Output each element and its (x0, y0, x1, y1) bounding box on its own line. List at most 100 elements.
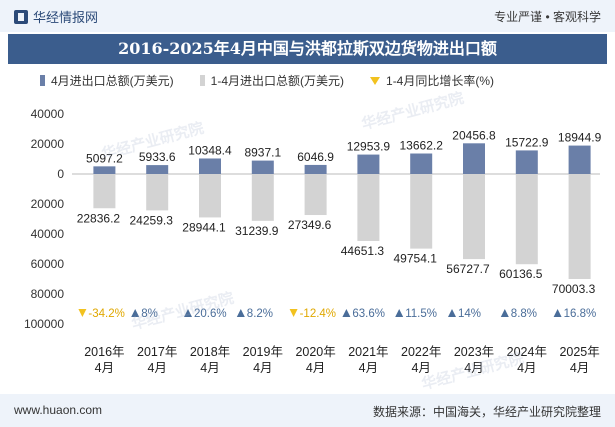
y-tick-label: 60000 (31, 257, 65, 271)
growth-down-triangle (78, 309, 87, 317)
bar-cumulative (146, 174, 169, 211)
growth-rate-label: -34.2% (88, 308, 124, 320)
growth-up-triangle (395, 309, 404, 317)
x-tick-label: 4月 (464, 361, 483, 375)
growth-up-triangle (553, 309, 562, 317)
bar-monthly (304, 164, 327, 174)
x-tick-label: 4月 (517, 361, 536, 375)
bar-monthly-label: 5933.6 (139, 150, 176, 164)
x-tick-label: 2024年 (507, 345, 547, 359)
x-tick-label: 2017年 (137, 345, 177, 359)
bar-monthly (199, 158, 221, 174)
growth-up-triangle (236, 309, 245, 317)
bar-monthly (568, 145, 591, 174)
bar-cumulative (357, 174, 380, 241)
legend-triangle-icon (370, 76, 381, 85)
bar-cumulative (304, 174, 327, 216)
bar-monthly-label: 15722.9 (505, 135, 549, 149)
legend-swatch-monthly (40, 75, 45, 86)
x-tick-label: 4月 (411, 361, 430, 375)
chart-title: 2016-2025年4月中国与洪都拉斯双边货物进出口额 (8, 34, 607, 64)
bar-cumulative (568, 174, 591, 280)
bar-monthly-label: 20456.8 (452, 128, 496, 142)
chart-plot: 40000 20000 0 20000 40000 60000 80000 100000 509… (24, 107, 602, 375)
bar-monthly-label: 18944.9 (558, 131, 602, 145)
growth-up-triangle (131, 309, 140, 317)
legend-item-monthly: 4月进出口总额(万美元) (40, 72, 174, 89)
top-bar: 华经情报网 专业严谨 • 客观科学 (0, 0, 615, 32)
bar-monthly-label: 8937.1 (244, 146, 281, 160)
footer-site[interactable]: www.huaon.com (14, 403, 103, 417)
y-tick-label: 0 (57, 167, 64, 181)
legend-label-monthly: 4月进出口总额(万美元) (51, 74, 174, 88)
growth-rate-label: 16.8% (564, 308, 597, 320)
growth-rate-label: 11.5% (405, 308, 437, 320)
legend-label-cumulative: 1-4月进出口总额(万美元) (210, 74, 345, 88)
bar-cumulative (251, 174, 274, 221)
legend-swatch-cumulative (199, 75, 205, 86)
growth-rate-label: -12.4% (300, 308, 336, 320)
brand-name: 华经情报网 (33, 10, 99, 25)
bar-cumulative (199, 174, 221, 218)
growth-rate-label: 63.6% (352, 308, 385, 320)
bar-monthly-label: 10348.4 (188, 143, 232, 157)
bar-monthly (410, 153, 433, 174)
bar-cumulative-label: 70003.3 (552, 282, 596, 296)
bar-cumulative-label: 28944.1 (182, 220, 226, 234)
legend-item-cumulative: 1-4月进出口总额(万美元) (199, 72, 345, 89)
growth-rate-label: 8.2% (247, 308, 273, 320)
y-tick-label: 40000 (31, 107, 65, 121)
bar-cumulative-label: 44651.3 (341, 244, 385, 258)
bar-cumulative-label: 27349.6 (288, 218, 332, 232)
bar-monthly (515, 150, 538, 174)
bar-cumulative (93, 174, 116, 209)
x-tick-label: 2022年 (401, 345, 441, 359)
bar-cumulative-label: 60136.5 (499, 267, 543, 281)
x-tick-label: 4月 (253, 361, 272, 375)
growth-down-triangle (289, 309, 298, 317)
y-tick-label: 40000 (31, 227, 65, 241)
y-tick-label: 20000 (31, 137, 65, 151)
bar-cumulative (463, 174, 485, 260)
x-tick-label: 4月 (570, 361, 589, 375)
x-tick-label: 2016年 (84, 345, 124, 359)
bar-cumulative-label: 22836.2 (77, 211, 121, 225)
legend: 4月进出口总额(万美元) 1-4月进出口总额(万美元) 1-4月同比增长率(%) (40, 72, 520, 89)
bar-cumulative-label: 31239.9 (235, 224, 279, 238)
brand[interactable]: 华经情报网 (14, 7, 98, 26)
x-tick-label: 2025年 (559, 345, 599, 359)
growth-rate-label: 14% (458, 308, 481, 320)
growth-rate-label: 8% (141, 308, 158, 320)
growth-rate-label: 20.6% (194, 308, 227, 320)
y-tick-label: 80000 (31, 287, 65, 301)
x-tick-label: 4月 (306, 361, 325, 375)
bar-monthly-label: 5097.2 (86, 151, 123, 165)
bar-monthly-label: 6046.9 (297, 150, 334, 164)
x-tick-label: 2021年 (348, 345, 388, 359)
bar-monthly (357, 154, 380, 174)
growth-up-triangle (184, 309, 192, 317)
legend-label-growth: 1-4月同比增长率(%) (386, 74, 495, 88)
x-tick-label: 2019年 (243, 345, 283, 359)
bar-monthly (93, 166, 116, 174)
growth-up-triangle (342, 309, 351, 317)
growth-rate-label: 8.8% (511, 308, 537, 320)
x-tick-label: 2023年 (454, 345, 494, 359)
bar-cumulative-label: 49754.1 (394, 252, 438, 266)
x-tick-label: 4月 (200, 361, 219, 375)
y-tick-label: 100000 (24, 317, 64, 331)
growth-up-triangle (448, 309, 456, 317)
y-tick-label: 20000 (31, 197, 65, 211)
bar-cumulative (410, 174, 433, 249)
x-tick-label: 2018年 (190, 345, 230, 359)
growth-up-triangle (500, 309, 509, 317)
brand-logo-icon (14, 9, 28, 24)
bar-monthly (463, 143, 485, 174)
x-tick-label: 4月 (95, 361, 114, 375)
bar-monthly-label: 12953.9 (347, 140, 391, 154)
bar-monthly-label: 13662.2 (400, 139, 444, 153)
x-tick-label: 2020年 (295, 345, 335, 359)
legend-item-growth: 1-4月同比增长率(%) (370, 72, 494, 89)
footer: www.huaon.com 数据来源：中国海关，华经产业研究院整理 (0, 394, 615, 427)
tagline: 专业严谨 • 客观科学 (494, 10, 601, 24)
